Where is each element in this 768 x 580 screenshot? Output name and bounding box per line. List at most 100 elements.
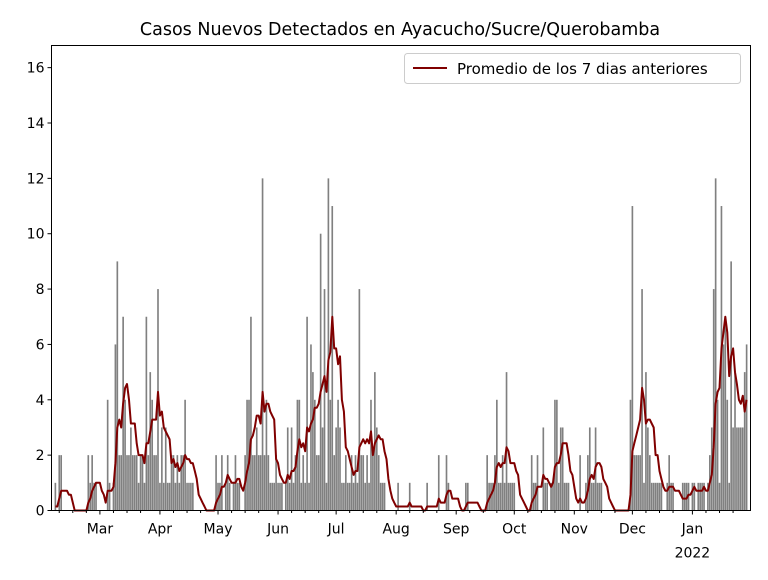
bar (567, 482, 570, 511)
bar (188, 482, 190, 511)
y-tick-label: 0 (36, 504, 45, 520)
bar (637, 455, 640, 511)
bar (337, 399, 339, 511)
x-tick-label: Oct (502, 522, 527, 538)
bar (271, 482, 274, 511)
bar (290, 427, 293, 511)
bar (294, 455, 297, 511)
bar (132, 455, 134, 511)
bar (265, 399, 268, 511)
bar (149, 372, 152, 511)
bar (546, 482, 549, 511)
bar (370, 399, 372, 511)
bar (128, 455, 130, 511)
bar (707, 482, 709, 511)
bar (87, 455, 90, 511)
bar (124, 399, 126, 511)
bar (182, 455, 184, 511)
bar (147, 455, 150, 511)
bar (277, 482, 279, 511)
bar (716, 399, 719, 511)
bar (381, 482, 384, 511)
bar (377, 455, 380, 511)
bar (246, 399, 248, 511)
bar (288, 482, 291, 511)
bar (339, 427, 341, 511)
bar (712, 289, 715, 511)
y-tick-label: 8 (36, 282, 45, 298)
bar (284, 482, 287, 511)
bar (139, 455, 142, 511)
bar (261, 178, 264, 511)
bar (172, 455, 175, 511)
bar (565, 482, 568, 511)
bar (253, 455, 256, 511)
bar (561, 427, 564, 511)
bar (95, 482, 97, 511)
bar (366, 455, 368, 511)
bar (645, 372, 647, 511)
bar (259, 455, 262, 511)
bar (497, 482, 500, 511)
bar (300, 482, 303, 511)
plot-frame (51, 45, 751, 511)
bar (141, 455, 144, 511)
bar (250, 316, 252, 511)
bar (354, 455, 357, 511)
x-tick-label: Nov (561, 522, 588, 538)
bar (228, 482, 231, 511)
bar (323, 289, 326, 511)
bar (633, 455, 636, 511)
bar (499, 482, 502, 511)
bar (383, 482, 386, 511)
bar (170, 455, 173, 511)
bar (325, 482, 328, 511)
bar (550, 482, 552, 511)
bar (331, 206, 334, 511)
bar (666, 482, 669, 511)
bar (118, 455, 121, 511)
bar (736, 427, 738, 511)
bar (143, 482, 146, 511)
bar (368, 482, 370, 511)
bar (658, 482, 661, 511)
bar (513, 482, 516, 511)
bar (350, 455, 353, 511)
bar (552, 482, 554, 511)
bar (178, 482, 181, 511)
bar (221, 455, 223, 511)
bar (302, 455, 305, 511)
x-axis: Mar Apr May Jun Jul Aug Sep Oct Nov Dec Jan 2022 (58, 510, 734, 562)
bar (273, 482, 275, 511)
bar (130, 427, 132, 511)
bar (190, 482, 192, 511)
bar (54, 482, 57, 511)
bar (372, 455, 374, 511)
x-tick-label: Mar (87, 522, 114, 538)
bar (267, 455, 270, 511)
bar (693, 482, 696, 511)
bar (505, 372, 508, 511)
bar (333, 455, 336, 511)
bar (58, 455, 61, 511)
bar (647, 427, 649, 511)
bar (162, 482, 165, 511)
bar (317, 455, 320, 511)
bar-series (54, 178, 748, 511)
bar (447, 482, 450, 511)
bar (631, 206, 634, 511)
bar (496, 399, 498, 511)
bar (544, 482, 547, 511)
bar (226, 455, 229, 511)
bar (114, 344, 117, 511)
bar (699, 482, 701, 511)
bar (252, 455, 254, 511)
bar (116, 261, 119, 511)
bar (726, 399, 729, 511)
bar (466, 482, 469, 511)
bar (465, 482, 467, 511)
bar (329, 399, 332, 511)
bar (703, 482, 705, 511)
bar (306, 316, 308, 511)
